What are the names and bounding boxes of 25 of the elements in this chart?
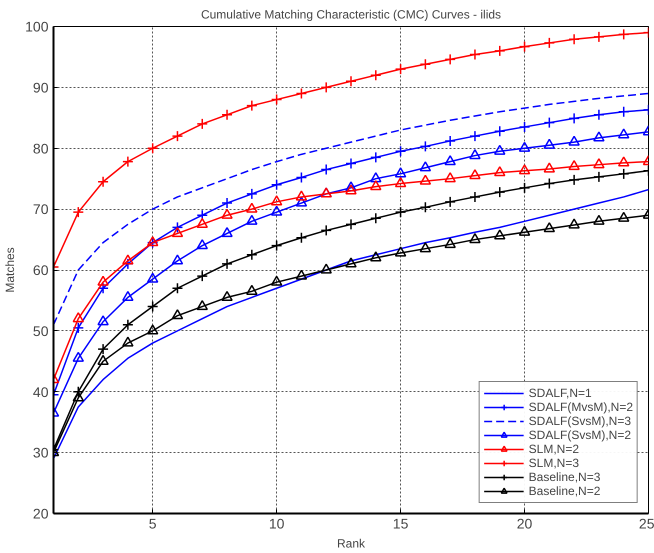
x-tick-label: 15 [392,516,409,532]
x-tick-label: 10 [268,516,285,532]
legend-label: SDALF(SvsM),N=2 [528,428,632,442]
legend-label: SDALF(MvsM),N=2 [528,400,633,414]
y-tick-label: 90 [32,79,49,96]
y-tick-label: 50 [32,322,49,339]
legend-label: Baseline,N=3 [528,470,600,484]
x-tick-label: 25 [638,516,654,532]
y-tick-label: 70 [32,201,49,218]
y-tick-label: 60 [32,262,49,278]
y-tick-label: 40 [32,384,49,400]
x-tick-label: 5 [148,516,157,532]
chart-title: Cumulative Matching Characteristic (CMC) Curves - ilids [200,8,502,22]
y-axis-title: Matches [3,247,18,293]
legend-label: SDALF,N=1 [528,386,592,400]
x-tick-label: 20 [516,516,533,532]
y-tick-label: 30 [32,444,49,461]
y-tick-label: 100 [25,18,49,34]
legend-label: SDALF(SvsM),N=3 [528,414,632,428]
x-axis-title: Rank [336,536,366,550]
y-tick-label: 80 [32,140,49,156]
legend-label: SLM,N=2 [528,442,580,456]
y-tick-label: 20 [32,506,49,522]
legend-label: Baseline,N=2 [528,484,600,498]
legend-label: SLM,N=3 [528,456,580,470]
